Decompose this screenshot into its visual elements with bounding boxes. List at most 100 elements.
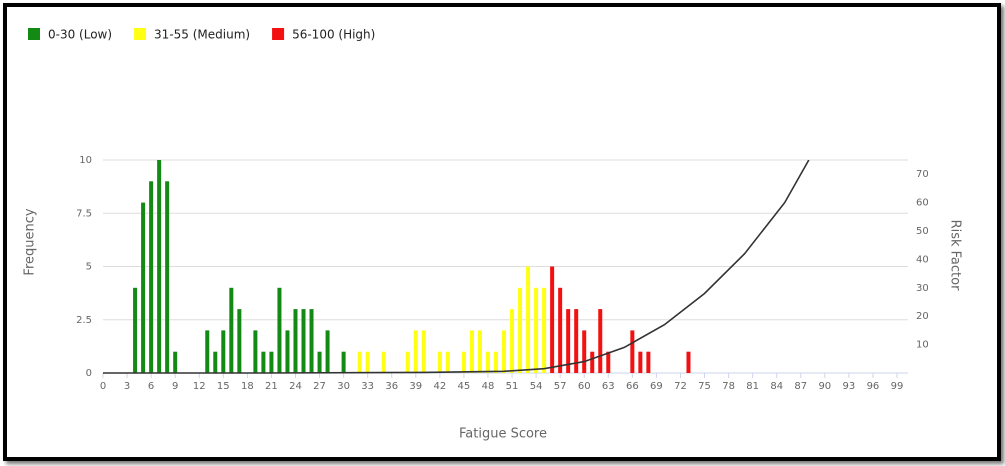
bar (381, 351, 386, 373)
x-tick-label: 60 (578, 381, 591, 392)
bar (686, 351, 691, 373)
x-tick-label: 69 (650, 381, 663, 392)
legend-text: 56-100 (High) (292, 28, 375, 42)
bar (213, 351, 218, 373)
x-tick-label: 87 (794, 381, 807, 392)
x-tick-label: 9 (172, 381, 178, 392)
x-axis-title: Fatigue Score (459, 427, 547, 442)
legend-item[interactable]: 0-30 (Low) (28, 28, 112, 42)
bar (598, 309, 603, 373)
bar (405, 351, 410, 373)
bar (461, 351, 466, 373)
bar (149, 181, 154, 373)
y2-tick-label: 50 (916, 226, 929, 237)
bar (317, 351, 322, 373)
x-tick-label: 51 (506, 381, 519, 392)
bar (566, 309, 571, 373)
bar (285, 330, 290, 373)
x-tick-label: 15 (217, 381, 230, 392)
bar (542, 287, 547, 373)
bar (413, 330, 418, 373)
x-tick-label: 54 (530, 381, 543, 392)
bar (253, 330, 258, 373)
x-tick-label: 81 (746, 381, 759, 392)
x-tick-label: 0 (100, 381, 106, 392)
bar (221, 330, 226, 373)
x-tick-label: 36 (385, 381, 398, 392)
frame (3, 3, 1001, 461)
x-tick-label: 12 (193, 381, 206, 392)
bar (133, 287, 138, 373)
bar (157, 160, 162, 373)
x-tick-label: 75 (698, 381, 711, 392)
bar (293, 309, 298, 373)
x-tick-label: 78 (722, 381, 735, 392)
legend-text: 0-30 (Low) (48, 28, 112, 42)
x-tick-label: 3 (124, 381, 130, 392)
bar (469, 330, 474, 373)
legend-text: 31-55 (Medium) (154, 28, 250, 42)
bar (301, 309, 306, 373)
bar (590, 351, 595, 373)
bar (502, 330, 507, 373)
bar (325, 330, 330, 373)
y2-axis-title: Risk Factor (948, 220, 963, 292)
x-tick-label: 57 (554, 381, 567, 392)
y2-tick-label: 70 (916, 169, 929, 180)
y-tick-label: 10 (79, 155, 92, 166)
bar (574, 309, 579, 373)
bar (277, 287, 282, 373)
bar (421, 330, 426, 373)
bar (518, 287, 523, 373)
x-tick-label: 33 (361, 381, 374, 392)
y2-tick-label: 40 (916, 254, 929, 265)
y2-tick-label: 30 (916, 283, 929, 294)
bar (357, 351, 362, 373)
bar (229, 287, 234, 373)
x-tick-label: 72 (674, 381, 687, 392)
x-tick-label: 90 (818, 381, 831, 392)
x-tick-label: 63 (602, 381, 615, 392)
x-tick-label: 27 (313, 381, 326, 392)
y-tick-label: 7.5 (76, 208, 92, 219)
x-tick-label: 96 (867, 381, 880, 392)
legend-item[interactable]: 31-55 (Medium) (134, 28, 250, 42)
bar (606, 351, 611, 373)
risk-curve (103, 160, 810, 374)
bar (173, 351, 178, 373)
x-tick-label: 45 (458, 381, 471, 392)
bar (237, 309, 242, 373)
y-axis-title: Frequency (23, 208, 38, 275)
bar (365, 351, 370, 373)
bar (477, 330, 482, 373)
legend-item[interactable]: 56-100 (High) (272, 28, 375, 42)
y-tick-label: 5 (86, 262, 92, 273)
y-tick-label: 2.5 (76, 315, 92, 326)
y-tick-label: 0 (86, 368, 92, 379)
bar (493, 351, 498, 373)
x-tick-label: 84 (770, 381, 783, 392)
bar (165, 181, 170, 373)
x-tick-label: 99 (891, 381, 904, 392)
legend-swatch (28, 28, 40, 40)
y2-tick-label: 10 (916, 340, 929, 351)
bar (510, 309, 515, 373)
x-tick-label: 18 (241, 381, 254, 392)
bar (205, 330, 210, 373)
bar (638, 351, 643, 373)
y2-tick-label: 60 (916, 198, 929, 209)
x-tick-label: 42 (433, 381, 446, 392)
bar (550, 266, 555, 373)
x-tick-label: 48 (482, 381, 495, 392)
bar (269, 351, 274, 373)
x-tick-label: 21 (265, 381, 278, 392)
bar (558, 287, 563, 373)
bar (445, 351, 450, 373)
x-tick-label: 39 (409, 381, 422, 392)
bar (485, 351, 490, 373)
bar (141, 202, 146, 373)
bar (526, 266, 531, 373)
bar (646, 351, 651, 373)
bar (341, 351, 346, 373)
